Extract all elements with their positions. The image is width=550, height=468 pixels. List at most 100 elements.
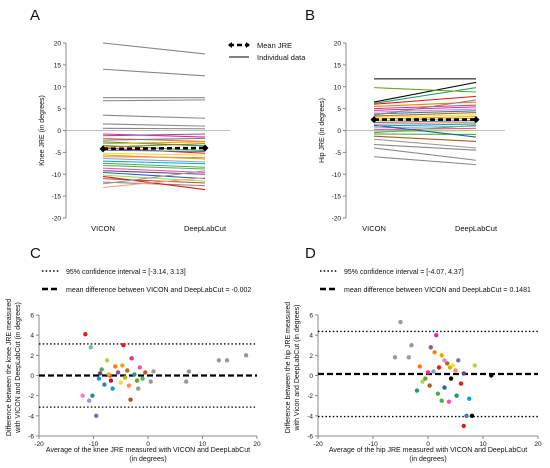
individual-data-line — [373, 156, 477, 166]
legend-label: 95% confidence interval = [-4.07, 4.37] — [344, 269, 464, 276]
y-tick-label: 15 — [54, 62, 62, 69]
legend-label: Individual data — [257, 53, 306, 62]
data-point — [472, 363, 477, 368]
data-point — [432, 350, 437, 355]
y-tick-label: -20 — [332, 216, 342, 223]
data-point — [140, 376, 145, 381]
y-tick-label: -2 — [28, 393, 34, 400]
data-point — [461, 371, 466, 376]
individual-data-line — [373, 87, 477, 93]
y-tick-label: 5 — [337, 106, 341, 113]
individual-data-line — [373, 147, 477, 161]
data-point — [148, 379, 153, 384]
data-point — [243, 353, 249, 358]
data-point — [122, 375, 128, 380]
data-point — [128, 397, 133, 402]
individual-data-line — [373, 124, 477, 138]
data-point — [94, 413, 99, 419]
individual-data-line — [373, 106, 477, 111]
panel-c: C95% confidence interval = [-3.14, 3.13]… — [6, 245, 261, 448]
panel-letter: C — [30, 245, 41, 262]
data-point — [96, 376, 102, 381]
data-point — [467, 396, 472, 401]
mean-jre-marker — [99, 145, 107, 153]
individual-data-line — [102, 141, 206, 147]
individual-data-line — [102, 156, 206, 159]
x-tick-label: 20 — [253, 441, 261, 448]
data-point — [453, 368, 458, 373]
individual-data-line — [102, 157, 206, 163]
y-tick-label: 5 — [57, 106, 61, 113]
individual-data-line — [373, 95, 477, 105]
y-tick-label: 6 — [30, 313, 34, 320]
data-point — [436, 365, 442, 370]
data-point — [446, 399, 452, 404]
y-tick-label: -10 — [332, 172, 342, 179]
data-point — [110, 386, 115, 391]
x-tick-label: -20 — [34, 441, 44, 448]
y-tick-label: 2 — [309, 353, 313, 360]
data-point — [216, 358, 222, 363]
legend: 95% confidence interval = [-3.14, 3.13] m… — [42, 269, 251, 294]
data-point — [409, 343, 414, 348]
x-category-label: VICON — [91, 224, 115, 233]
data-point — [186, 369, 192, 374]
mean-jre-marker — [472, 116, 480, 124]
x-axis-label-line: (in degrees) — [409, 456, 446, 463]
y-tick-label: 0 — [337, 128, 341, 135]
legend: 95% confidence interval = [-4.07, 4.37] m… — [320, 269, 531, 294]
data-point — [461, 423, 466, 429]
data-point — [80, 393, 85, 398]
y-tick-label: 15 — [334, 62, 342, 69]
data-point — [442, 385, 447, 390]
data-point — [450, 363, 455, 368]
individual-data-line — [373, 114, 477, 118]
y-tick-label: 0 — [57, 128, 61, 135]
data-point — [406, 355, 411, 360]
individual-data-line — [373, 135, 477, 142]
data-point — [132, 372, 137, 377]
data-point — [99, 367, 104, 372]
individual-data-line — [373, 99, 477, 116]
individual-data-line — [373, 81, 477, 103]
individual-data-line — [102, 42, 206, 55]
individual-data-line — [102, 170, 206, 185]
y-tick-label: 10 — [54, 84, 62, 91]
individual-data-line — [373, 123, 477, 127]
y-tick-label: -6 — [307, 434, 313, 441]
data-point — [108, 378, 114, 383]
individual-data-line — [102, 137, 206, 141]
y-tick-label: 2 — [30, 353, 34, 360]
y-axis-label-line: Difference between the hip JRE measured — [285, 302, 292, 433]
y-tick-label: -5 — [335, 150, 341, 157]
y-axis-label: Hip JRE (in degrees) — [319, 98, 326, 163]
x-tick-label: 0 — [146, 441, 150, 448]
individual-data-line — [373, 108, 477, 113]
panel-d: D95% confidence interval = [-4.07, 4.37]… — [285, 245, 542, 448]
individual-data-line — [102, 137, 206, 142]
data-point — [86, 398, 92, 403]
x-tick-label: 10 — [199, 441, 207, 448]
individual-data-line — [102, 181, 206, 187]
individual-data-line — [102, 114, 206, 119]
data-point — [392, 355, 398, 360]
x-tick-label: -10 — [368, 441, 378, 448]
individual-data-line — [102, 174, 206, 182]
data-point — [439, 353, 444, 358]
data-point — [143, 370, 148, 375]
individual-data-line — [102, 160, 206, 165]
data-point — [120, 363, 125, 368]
legend: Mean JRE Individual data — [228, 41, 306, 62]
y-tick-label: -15 — [332, 194, 342, 201]
individual-data-line — [102, 171, 206, 180]
data-point — [137, 365, 143, 370]
individual-data-line — [102, 141, 206, 145]
individual-data-line — [373, 121, 477, 125]
y-tick-label: -5 — [55, 150, 61, 157]
legend-arrow-left — [228, 42, 232, 48]
data-point — [115, 370, 121, 375]
individual-data-line — [373, 138, 477, 149]
y-tick-label: 4 — [309, 333, 313, 340]
data-point — [183, 379, 189, 384]
individual-data-line — [102, 133, 206, 137]
